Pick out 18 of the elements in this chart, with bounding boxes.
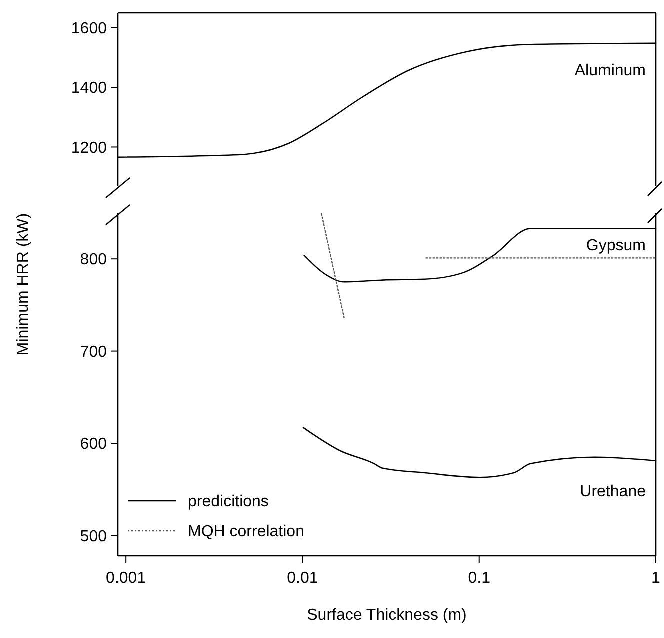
annotation: Urethane [580,484,646,501]
annotation: Aluminum [574,62,646,80]
x-tick-label: 0.001 [106,570,146,587]
x-tick-label: 0.01 [287,570,318,587]
y-tick-label: 600 [80,436,108,454]
y-tick-label: 1400 [71,80,108,98]
x-axis-title: Surface Thickness (m) [307,607,467,624]
legend-label: predicitions [188,494,269,511]
y-tick-label: 700 [80,344,108,361]
x-tick-label: 1 [652,570,661,587]
legend-label: MQH correlation [188,524,304,541]
x-tick-label: 0.1 [468,570,491,587]
y-tick-label: 1200 [71,140,108,157]
y-tick-label: 800 [80,252,108,269]
y-axis-title: Minimum HRR (kW) [15,213,32,356]
y-tick-label: 500 [80,528,108,546]
annotation: Gypsum [586,238,646,255]
y-tick-label: 1600 [71,20,108,38]
